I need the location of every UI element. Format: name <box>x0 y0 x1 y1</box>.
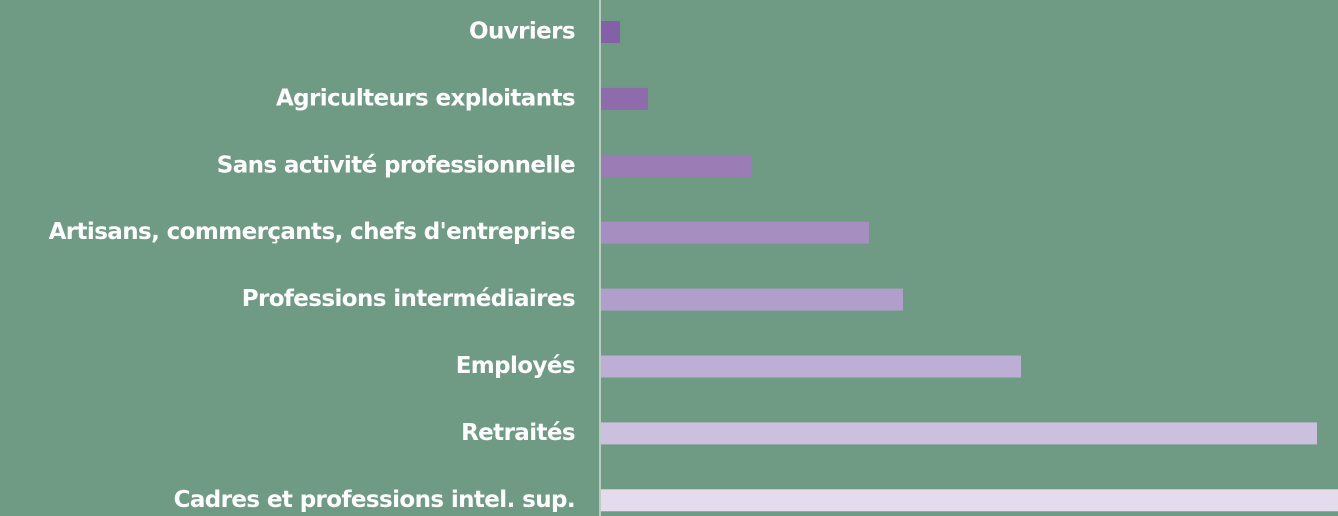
y-tick-label: Employés <box>456 353 575 379</box>
y-tick-label: Agriculteurs exploitants <box>276 85 575 111</box>
y-tick-label: Artisans, commerçants, chefs d'entrepris… <box>49 219 575 245</box>
bar <box>601 422 1317 445</box>
bar <box>601 21 620 43</box>
y-tick-label: Ouvriers <box>469 19 575 45</box>
bar <box>601 221 869 244</box>
bar <box>601 154 751 177</box>
y-tick-label: Professions intermédiaires <box>242 286 575 312</box>
bar <box>601 355 1021 378</box>
bar <box>601 489 1338 512</box>
y-tick-label: Cadres et professions intel. sup. <box>174 487 575 513</box>
bar <box>601 288 903 311</box>
y-tick-label: Sans activité professionnelle <box>217 152 575 178</box>
bar <box>601 87 648 110</box>
y-tick-label: Retraités <box>461 420 575 446</box>
